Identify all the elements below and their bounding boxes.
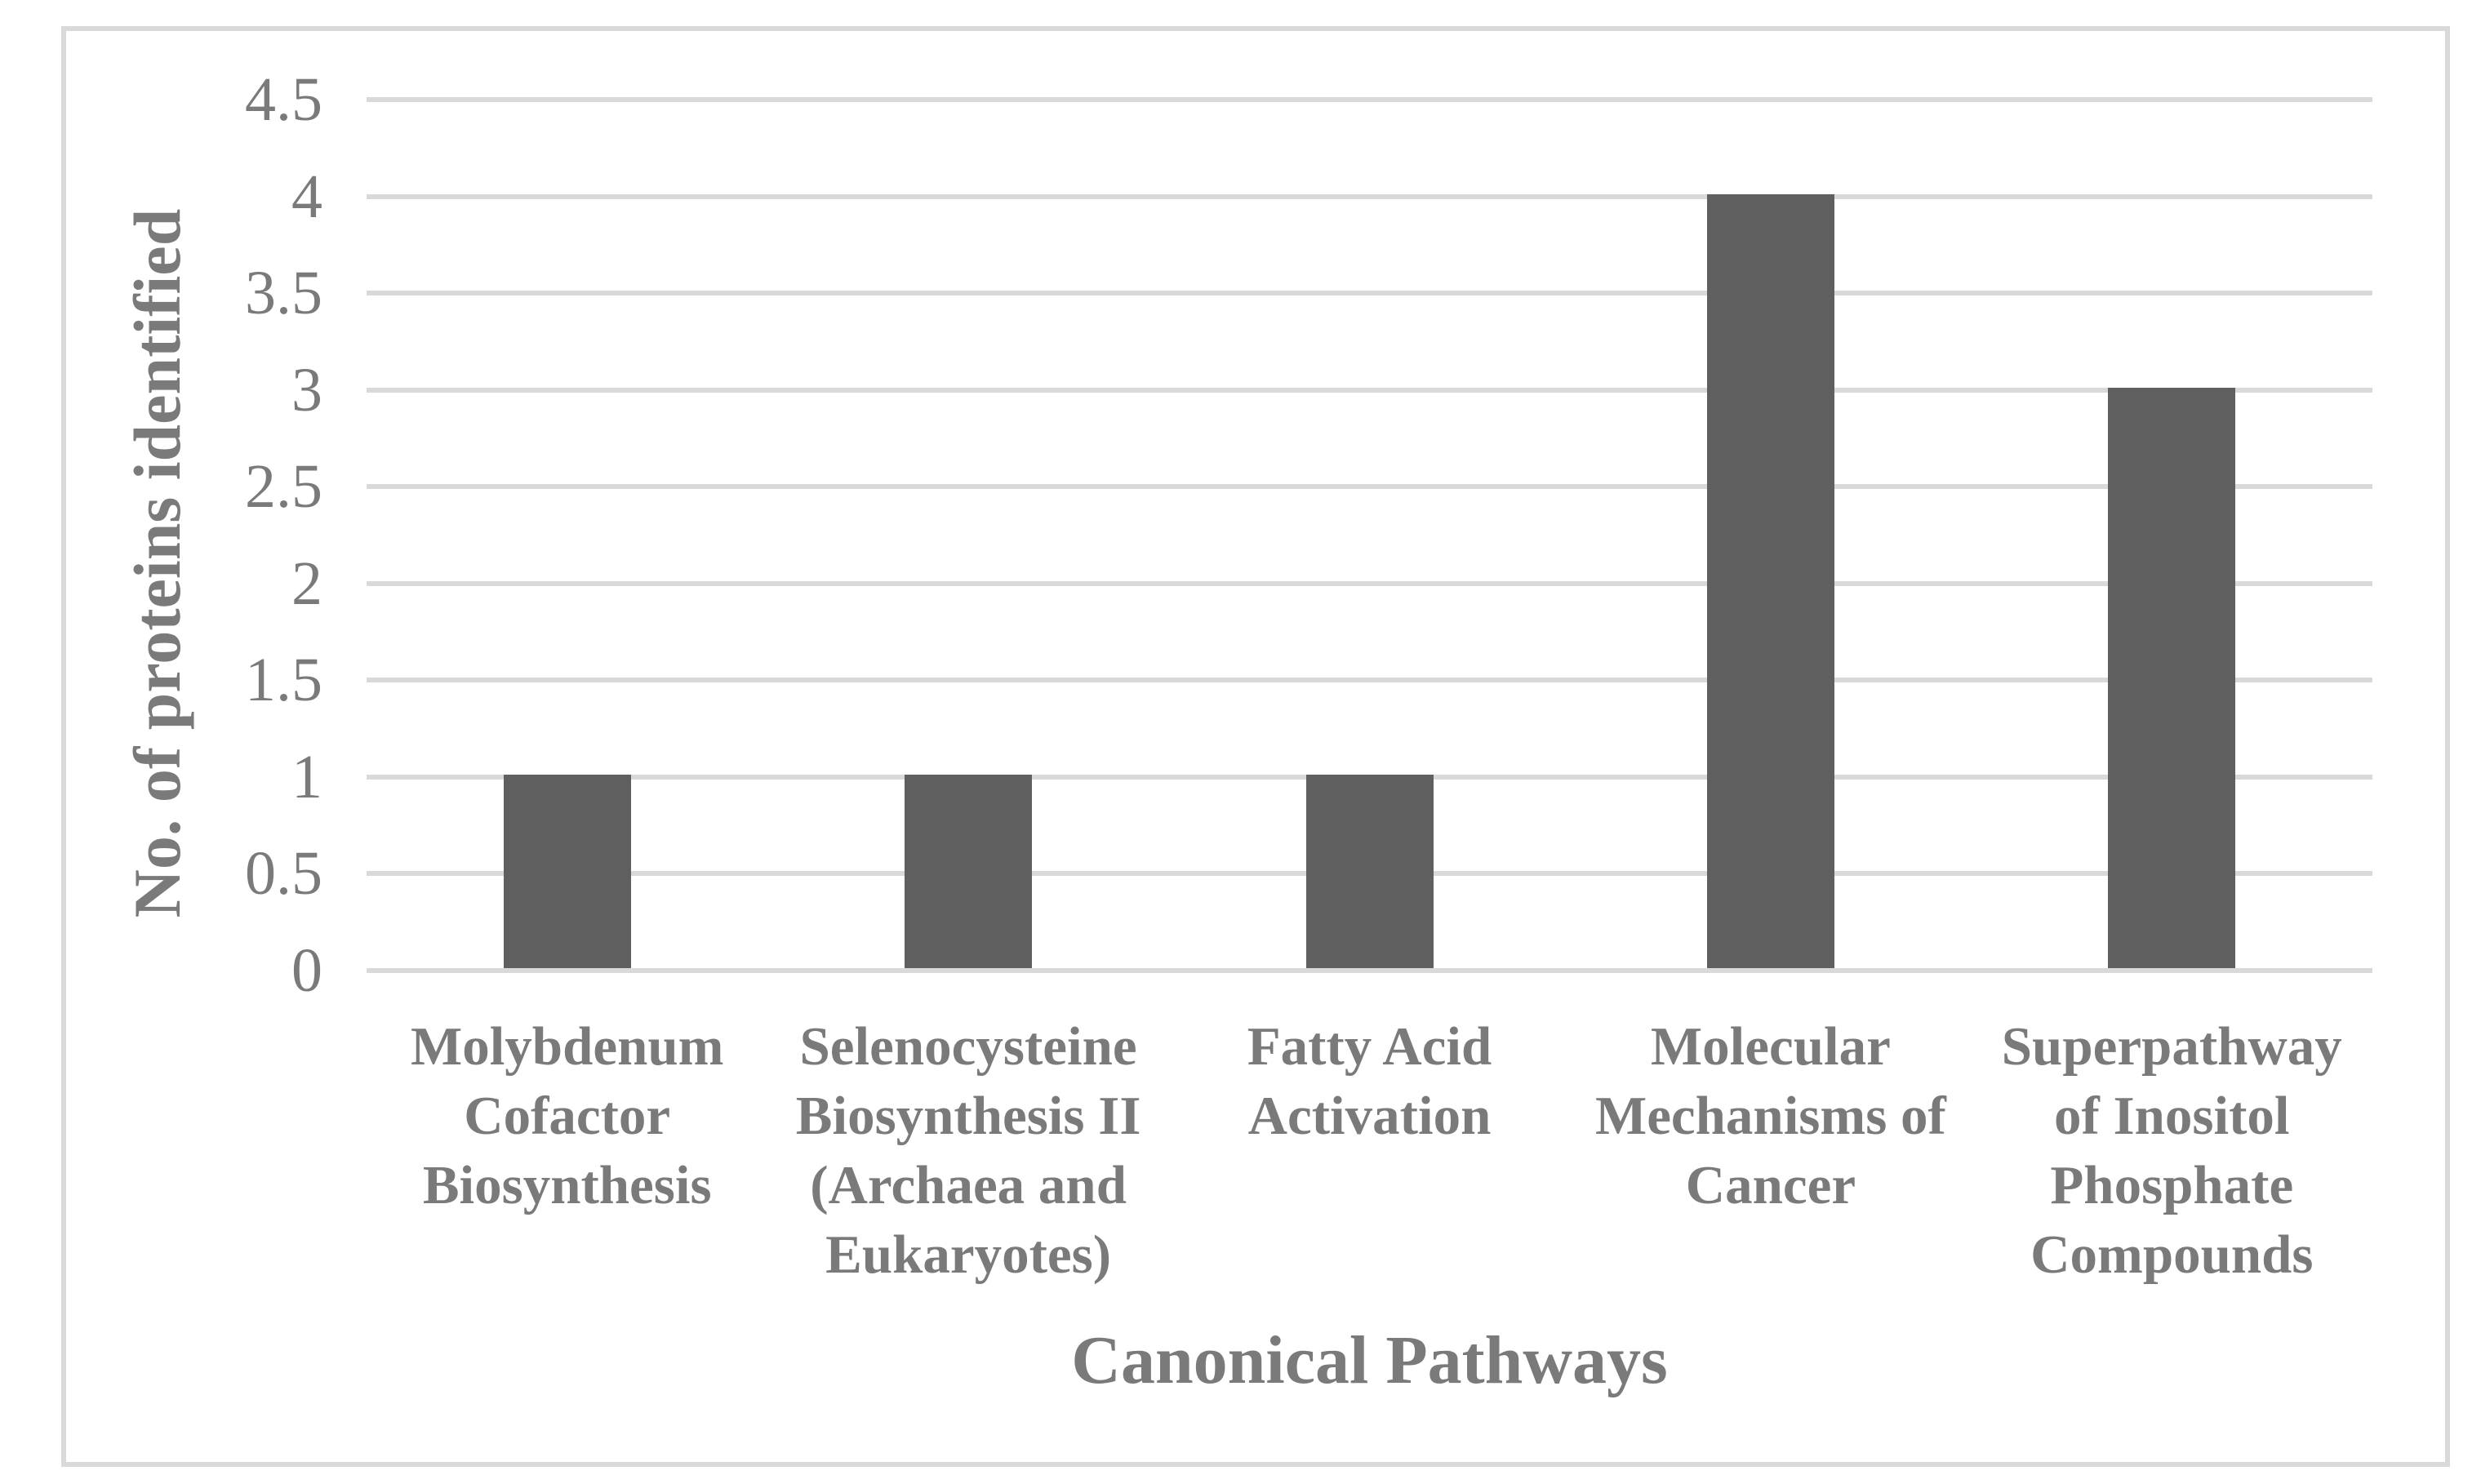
y-tick-label-3.5: 3.5 — [245, 259, 322, 328]
x-category-label-1: Molybdenum Cofactor Biosynthesis — [410, 1016, 724, 1215]
y-axis-title: No. of proteins identified — [120, 208, 194, 918]
gridline-y-4.5 — [367, 97, 2372, 102]
bar-1 — [503, 774, 631, 968]
y-tick-label-4: 4 — [291, 162, 322, 231]
y-tick-label-1.5: 1.5 — [245, 646, 322, 715]
bar-4 — [1706, 193, 1834, 968]
bar-5 — [2108, 387, 2236, 968]
y-tick-label-1: 1 — [291, 742, 322, 811]
y-tick-label-0: 0 — [291, 936, 322, 1005]
x-axis-title: Canonical Pathways — [1071, 1322, 1668, 1398]
x-category-label-5: Superpathway of Inositol Phosphate Compo… — [2001, 1016, 2342, 1285]
y-tick-label-2: 2 — [291, 549, 322, 618]
bar-2 — [905, 774, 1033, 968]
gridline-y-1.5 — [367, 678, 2372, 683]
gridline-y-3.5 — [367, 291, 2372, 296]
y-tick-label-4.5: 4.5 — [245, 65, 322, 134]
y-tick-label-2.5: 2.5 — [245, 452, 322, 522]
x-category-label-3: Fatty Acid Activation — [1247, 1016, 1492, 1146]
bar-3 — [1305, 774, 1434, 968]
gridline-y-0 — [367, 968, 2372, 973]
gridline-y-3 — [367, 387, 2372, 393]
chart-frame — [61, 26, 2450, 1467]
gridline-y-2.5 — [367, 484, 2372, 490]
y-tick-label-0.5: 0.5 — [245, 839, 322, 909]
gridline-y-2 — [367, 580, 2372, 586]
gridline-y-4 — [367, 193, 2372, 199]
y-tick-label-3: 3 — [291, 355, 322, 424]
x-category-label-4: Molecular Mechanisms of Cancer — [1594, 1016, 1946, 1215]
x-category-label-2: Selenocysteine Biosynthesis II (Archaea … — [795, 1016, 1141, 1285]
